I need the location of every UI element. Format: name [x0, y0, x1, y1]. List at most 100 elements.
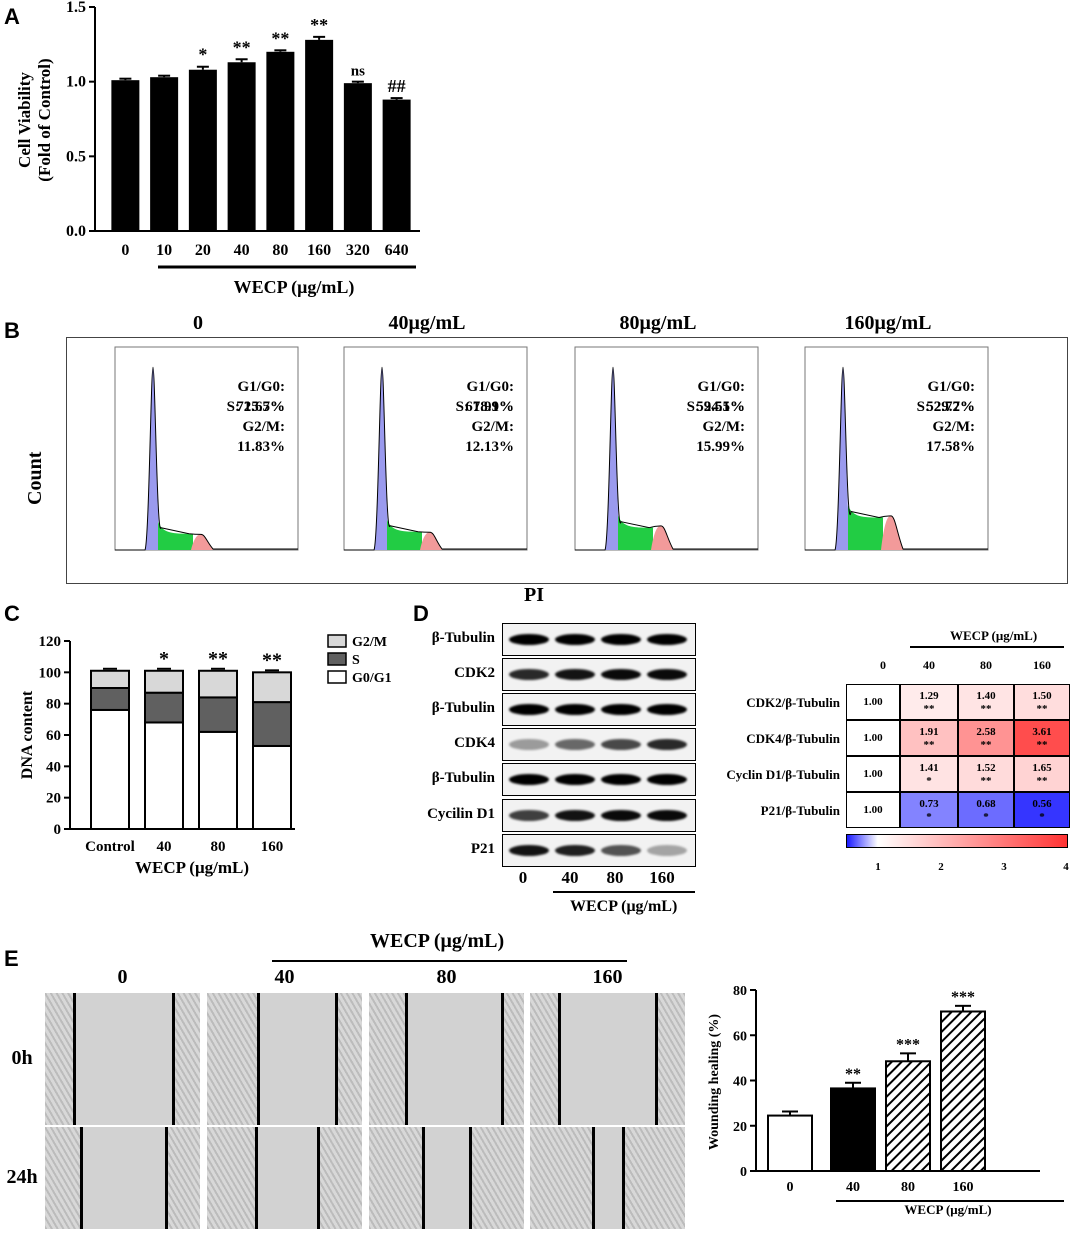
- heatmap-cell: 1.50 **: [1014, 684, 1070, 720]
- chart-e-ytick-label: 40: [733, 1075, 747, 1090]
- blot-band: [647, 845, 687, 856]
- cycle-s-text-2: S: 24.5%: [686, 399, 745, 415]
- chart-c-xtick-label: 80: [211, 839, 226, 855]
- panel-label-e: E: [4, 946, 19, 971]
- heatmap-cell-sig: *: [926, 775, 932, 787]
- chart-a-annotation: ##: [388, 76, 406, 96]
- blot-band: [509, 845, 549, 856]
- blot-label-4: β-Tubulin: [431, 770, 495, 786]
- heatmap-cell-value: 0.56: [1032, 798, 1052, 810]
- wound-row-label-1: 24h: [6, 1166, 38, 1188]
- chart-a-bar: [382, 99, 411, 231]
- cycle-g1-peak: [374, 367, 390, 550]
- cycle-g2-peak: [651, 525, 673, 550]
- cycle-histogram-1: [343, 346, 528, 551]
- blot-band: [647, 739, 687, 750]
- heatmap-col-label-0: 0: [880, 658, 886, 672]
- blot-band: [601, 669, 641, 680]
- wound-cells-right: [622, 1127, 685, 1229]
- chart-a-xtick-label: 320: [346, 242, 370, 259]
- cycle-g2-text-0: G2/M: 11.83%: [237, 419, 285, 455]
- wound-cells-left: [207, 993, 257, 1125]
- heatmap-cell-value: 2.58: [976, 726, 996, 738]
- cycle-g2-text-1: G2/M: 12.13%: [465, 419, 514, 455]
- blot-band: [601, 634, 641, 645]
- wound-cells-right: [655, 993, 685, 1125]
- cycle-g2-peak: [881, 515, 903, 550]
- panel-label-b: B: [4, 318, 20, 343]
- wound-edge-line: [558, 993, 561, 1125]
- blot-xlabel: WECP (μg/mL): [570, 898, 678, 915]
- cycle-title-2: 80μg/mL: [619, 312, 697, 334]
- heatmap-cell: 1.00: [846, 720, 900, 756]
- chart-c-annotation: *: [159, 648, 169, 670]
- wound-gap: [73, 993, 172, 1125]
- chart-c-bar-g0-g1: [198, 730, 238, 830]
- blot-band: [647, 810, 687, 821]
- heatmap-col-label-3: 160: [1033, 658, 1051, 672]
- wound-cells-left: [530, 993, 558, 1125]
- chart-e-bar: [767, 1114, 813, 1173]
- heatmap-cell-value: 1.40: [976, 690, 996, 702]
- cycle-g1-peak: [835, 367, 851, 550]
- cycle-title-3: 160μg/mL: [844, 312, 932, 334]
- cycle-g1-text-2: G1/G0: 59.51%: [696, 379, 745, 415]
- chart-e: Wounding healing (%) WECP (μg/mL) 0 20 40 6…: [707, 984, 1064, 1217]
- cycle-title-1: 40μg/mL: [388, 312, 466, 334]
- wound-gap: [255, 1127, 317, 1229]
- blot-band: [555, 810, 595, 821]
- wound-edge-line: [405, 993, 408, 1125]
- chart-c-legend-label: S: [352, 653, 360, 668]
- heatmap-cell-sig: *: [1039, 811, 1045, 823]
- chart-c-ylabel: DNA content: [19, 690, 36, 779]
- heatmap-cell-value: 1.00: [863, 732, 883, 744]
- wound-edge-line: [255, 1127, 258, 1229]
- cycle-g1-text-0: G1/G0: 72.67%: [236, 379, 285, 415]
- blot-band: [647, 669, 687, 680]
- wound-edge-line: [80, 1127, 83, 1229]
- heatmap-cell-value: 1.00: [863, 804, 883, 816]
- colorbar-tick-label-2: 3: [1001, 861, 1007, 873]
- blot-band: [555, 845, 595, 856]
- panel-label-a: A: [4, 4, 20, 29]
- wound-photo: [369, 993, 524, 1125]
- cycle-title-0: 0: [193, 312, 203, 334]
- cycle-s-text-3: S: 29.7%: [916, 399, 975, 415]
- wound-cells-right: [501, 993, 524, 1125]
- heatmap-cell: 1.91 **: [900, 720, 958, 756]
- blot-label-2: β-Tubulin: [431, 700, 495, 716]
- wound-photo: [369, 1127, 524, 1229]
- blot-band: [555, 634, 595, 645]
- heatmap-row-label-2: Cyclin D1/β-Tubulin: [726, 767, 840, 782]
- chart-c-ytick-label: 40: [46, 759, 61, 775]
- chart-a-xtick-label: 40: [234, 242, 250, 259]
- chart-a-ylabel-2: (Fold of Control): [35, 58, 54, 181]
- chart-c-bar-s: [90, 687, 130, 711]
- chart-c-bar-g2-m: [198, 669, 238, 699]
- chart-c-ytick-label: 60: [46, 728, 61, 744]
- wound-col-label-2: 80: [436, 966, 457, 988]
- heatmap-cell: 2.58 **: [958, 720, 1014, 756]
- cycle-plot-frame: [114, 346, 299, 551]
- chart-a-annotation: **: [233, 37, 251, 57]
- chart-a: Cell Viability (Fold of Control) WECP (μ…: [15, 0, 420, 298]
- chart-e-xtick-label: 80: [901, 1180, 915, 1195]
- cycle-s-phase: [158, 521, 193, 550]
- chart-a-ytick-label: 1.0: [66, 74, 86, 91]
- wound-gap: [80, 1127, 165, 1229]
- chart-e-bar: [830, 1087, 876, 1172]
- chart-a-ytick-label: 0.0: [66, 223, 86, 240]
- wound-col-label-1: 40: [274, 966, 295, 988]
- chart-c-annotation: **: [262, 649, 282, 671]
- chart-a-bar: [343, 83, 372, 231]
- blot-band: [509, 669, 549, 680]
- wound-edge-line: [172, 993, 175, 1125]
- wound-cells-left: [369, 993, 405, 1125]
- chart-c: DNA content WECP (μg/mL) 0 20 40 60 80 100 120…: [19, 634, 392, 877]
- cycle-plot-frame: [574, 346, 759, 551]
- blot-band: [647, 634, 687, 645]
- cycle-histogram-0: [114, 346, 299, 551]
- heatmap-cell-sig: **: [1036, 703, 1048, 715]
- wound-edge-line: [592, 1127, 595, 1229]
- cycle-g2-text-2: G2/M: 15.99%: [696, 419, 745, 455]
